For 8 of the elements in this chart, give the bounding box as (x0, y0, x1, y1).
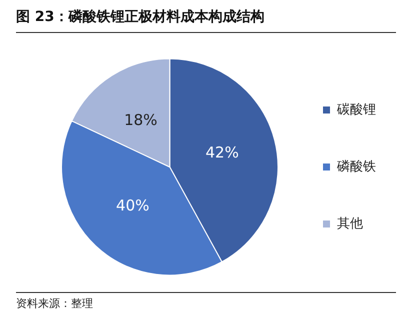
legend-label: 碳酸锂 (336, 102, 376, 118)
text: 资料来源：整理 (16, 296, 94, 311)
chart-title: 图 23：磷酸铁锂正极材料成本构成结构 (16, 8, 396, 33)
legend-label: 磷酸铁 (336, 159, 376, 174)
data-label: 18% (124, 111, 158, 130)
legend-label: 其他 (337, 216, 363, 232)
data-label: 40% (116, 196, 150, 214)
data-label: 42% (206, 143, 239, 162)
